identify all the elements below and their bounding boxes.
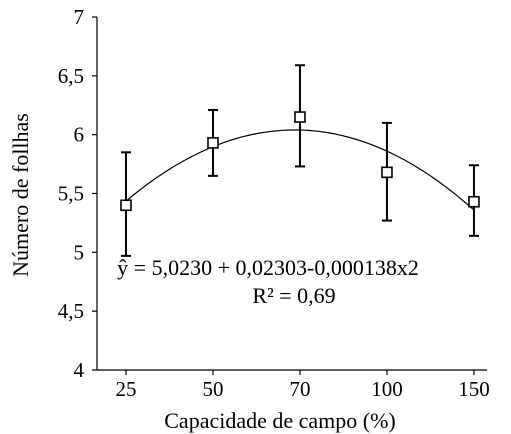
y-tick-label: 6 [74, 123, 85, 147]
x-axis-title: Capacidade de campo (%) [164, 408, 396, 433]
data-point [207, 137, 219, 149]
data-points [120, 111, 480, 212]
y-tick-label: 5,5 [58, 182, 84, 206]
data-point [120, 199, 132, 212]
y-tick-label: 6,5 [58, 64, 84, 88]
r-squared-label: R² = 0,69 [252, 283, 335, 308]
x-tick-label: 150 [458, 377, 490, 401]
data-point [468, 195, 480, 208]
x-tick-label: 70 [289, 377, 310, 401]
trendline-equation: ŷ = 5,0230 + 0,02303-0,000138x2 [117, 255, 419, 280]
axes [92, 16, 487, 375]
x-tick-label: 100 [371, 377, 403, 401]
y-tick-label: 7 [74, 5, 85, 29]
error-bars [121, 64, 479, 257]
data-point [294, 111, 306, 123]
x-tick-label: 50 [202, 377, 223, 401]
tick-labels: 4 4,5 5 5,5 6 6,5 7 25 50 70 100 150 [58, 5, 490, 401]
y-tick-label: 5 [74, 240, 85, 264]
data-point [381, 166, 393, 179]
y-tick-label: 4 [74, 358, 85, 382]
y-tick-label: 4,5 [58, 299, 84, 323]
y-axis-title: Número de follhas [8, 113, 33, 277]
x-tick-label: 25 [116, 377, 137, 401]
